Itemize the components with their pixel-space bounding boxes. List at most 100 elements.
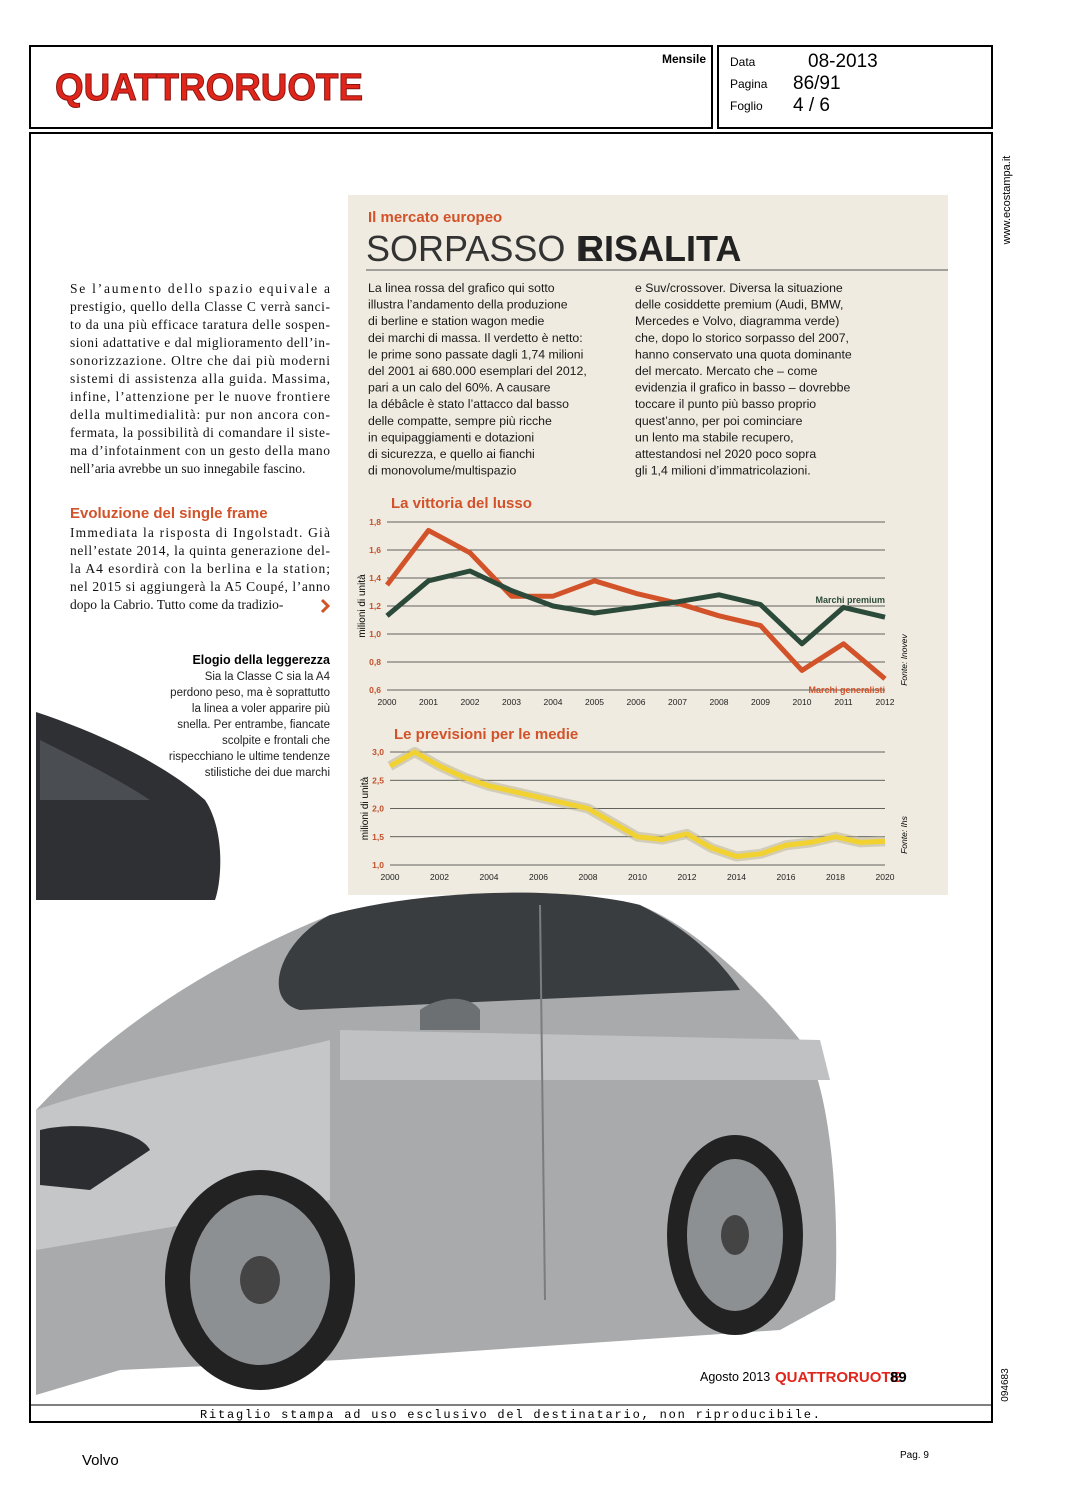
text-line: la linea a voler apparire più: [192, 703, 330, 715]
footer-page: 89: [890, 1369, 907, 1386]
y-axis-label: milioni di unità: [357, 574, 368, 638]
y-tick-label: 1,5: [372, 832, 384, 842]
y-tick-label: 0,6: [369, 685, 381, 695]
text-line: dei marchi di massa. Il verdetto è netto…: [368, 331, 583, 345]
x-tick-label: 2006: [529, 872, 548, 882]
x-tick-label: 2018: [826, 872, 845, 882]
text-line: la A4 esordirà con la berlina e la stati…: [70, 561, 330, 576]
y-axis-label: milioni di unità: [360, 776, 371, 840]
data-line: [385, 527, 887, 681]
y-tick-label: 1,8: [369, 517, 381, 527]
text-line: e Suv/crossover. Diversa la situazione: [635, 281, 843, 295]
text-line: hanno conservato una quota dominante: [635, 347, 852, 361]
text-line: perdono peso, ma è soprattutto: [170, 687, 330, 699]
text-line: quest’anno, per poi cominciare: [635, 414, 803, 428]
text-line: del 2001 ai 680.000 esemplari del 2012,: [368, 364, 587, 378]
y-tick-label: 1,4: [369, 573, 381, 583]
x-tick-label: 2010: [793, 697, 812, 707]
x-tick-label: 2007: [668, 697, 687, 707]
clip-box: [29, 132, 993, 1423]
text-line: Mercedes e Volvo, diagramma verde): [635, 314, 839, 328]
text-line: fermata, la possibilità di comandare il …: [70, 425, 331, 440]
y-tick-label: 0,8: [369, 657, 381, 667]
meta-value: 86/91: [793, 73, 841, 94]
series-label: Marchi premium: [815, 595, 885, 605]
series-label: Marchi generalisti: [808, 685, 885, 695]
text-line: sistemi di assistenza alla guida. Massim…: [70, 371, 330, 386]
x-tick-label: 2012: [876, 697, 895, 707]
text-line: nell’aria avrebbe un suo innegabile fasc…: [70, 461, 305, 476]
text-line: infine, l’attenzione per le nuove fronti…: [70, 389, 330, 404]
x-tick-label: 2000: [378, 697, 397, 707]
text-line: Se l’aumento dello spazio equivale a: [70, 281, 330, 296]
text-line: della multimedialità: pur non ancora con…: [70, 407, 331, 422]
text-line: prestigio, quello della Classe C verrà s…: [70, 299, 331, 314]
data-line: [385, 568, 886, 647]
x-tick-label: 2012: [678, 872, 697, 882]
page-number: Pag. 9: [900, 1450, 929, 1461]
clip-code: 094683: [1000, 1368, 1011, 1402]
x-tick-label: 2002: [461, 697, 480, 707]
x-tick-label: 2008: [579, 872, 598, 882]
text-line: nell’estate 2014, la quinta generazione …: [70, 543, 331, 558]
text-line: evidenzia il grafico in basso – dovrebbe: [635, 381, 850, 395]
side-note: www.ecostampa.it: [1001, 156, 1013, 246]
footer-date: Agosto 2013: [700, 1370, 770, 1384]
notice: Ritaglio stampa ad uso esclusivo del des…: [200, 1408, 820, 1422]
text-line: Sia la Classe C sia la A4: [205, 671, 331, 683]
text-line: Immediata la risposta di Ingolstadt. Già: [70, 525, 330, 540]
text-line: che, dopo lo storico sorpasso del 2007,: [635, 331, 849, 345]
meta-box: [717, 45, 993, 129]
footer-magazine: QUATTRORUOTE: [775, 1369, 901, 1386]
meta-value: 4 / 6: [793, 95, 830, 116]
text-line: la débâcle è stato l’attacco dal basso: [368, 397, 569, 411]
x-tick-label: 2001: [419, 697, 438, 707]
y-tick-label: 2,5: [372, 775, 384, 785]
x-tick-label: 2010: [628, 872, 647, 882]
x-tick-label: 2014: [727, 872, 746, 882]
x-tick-label: 2009: [751, 697, 770, 707]
x-tick-label: 2011: [834, 697, 853, 707]
x-tick-label: 2006: [627, 697, 646, 707]
caption-title: Elogio della leggerezza: [192, 653, 331, 667]
chart-title: La vittoria del lusso: [391, 495, 532, 512]
x-tick-label: 2008: [710, 697, 729, 707]
text-line: un lento ma stabile recupero,: [635, 430, 794, 444]
x-tick-label: 2003: [502, 697, 521, 707]
text-line: del mercato. Mercato che – come: [635, 364, 818, 378]
meta-label: Foglio: [730, 99, 763, 113]
x-tick-label: 2004: [480, 872, 499, 882]
text-line: scolpite e frontali che: [222, 735, 330, 747]
frequency: Mensile: [662, 52, 706, 66]
source: Fonte: Inovev: [899, 634, 909, 686]
text-line: toccare il punto più basso proprio: [635, 397, 816, 411]
y-tick-label: 2,0: [372, 804, 384, 814]
text-line: di monovolume/multispazio: [368, 464, 516, 478]
x-tick-label: 2004: [544, 697, 563, 707]
text-line: ma d’infotainment con un gesto della man…: [70, 443, 330, 458]
y-tick-label: 1,0: [372, 860, 384, 870]
chart-title: Le previsioni per le medie: [394, 726, 578, 743]
background-car: [36, 712, 221, 900]
text-line: le prime sono passate dagli 1,74 milioni: [368, 347, 583, 361]
y-tick-label: 1,0: [369, 629, 381, 639]
text-line: pari a un calo del 60%. A causare: [368, 381, 551, 395]
text-line: to da una più efficace taratura delle so…: [70, 317, 331, 332]
meta-value: 08-2013: [808, 51, 878, 72]
client: Volvo: [82, 1452, 119, 1469]
text-line: sonorizzazione. Oltre che dai più modern…: [70, 353, 330, 368]
x-tick-label: 2020: [876, 872, 895, 882]
logo: QUATTRORUOTE: [55, 67, 363, 109]
text-line: snella. Per entrambe, fiancate: [177, 719, 330, 731]
text-line: delle cosiddette premium (Audi, BMW,: [635, 298, 843, 312]
data-line: [388, 749, 886, 860]
y-tick-label: 1,6: [369, 545, 381, 555]
text-line: delle compatte, sempre più ricche: [368, 414, 552, 428]
meta-label: Pagina: [730, 77, 768, 91]
infographic-panel: [348, 195, 948, 895]
text-line: illustra l’andamento della produzione: [368, 298, 568, 312]
y-tick-label: 3,0: [372, 747, 384, 757]
title-light: SORPASSO E: [366, 228, 599, 269]
text-line: rispecchiano le ultime tendenze: [169, 751, 330, 763]
source: Fonte: Ihs: [899, 815, 909, 854]
